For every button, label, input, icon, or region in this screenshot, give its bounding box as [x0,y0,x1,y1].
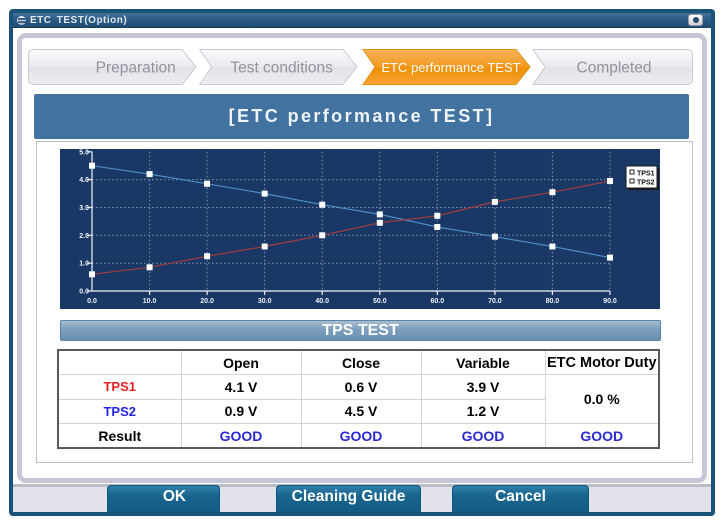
svg-text:3.0: 3.0 [79,205,89,212]
svg-text:40.0: 40.0 [315,298,329,305]
svg-text:2.0: 2.0 [79,233,89,240]
svg-text:ETC performance TEST: ETC performance TEST [381,60,520,75]
svg-text:1.0: 1.0 [79,261,89,268]
svg-text:0.0: 0.0 [79,289,89,296]
svg-text:80.0: 80.0 [546,298,560,305]
svg-text:TPS2: TPS2 [637,180,655,187]
svg-text:Preparation: Preparation [96,60,176,77]
svg-text:30.0: 30.0 [258,298,272,305]
svg-text:5.0: 5.0 [79,149,89,156]
svg-text:TPS1: TPS1 [637,171,655,178]
svg-text:60.0: 60.0 [430,298,444,305]
svg-text:Test conditions: Test conditions [230,60,333,77]
svg-text:20.0: 20.0 [200,298,214,305]
svg-text:10.0: 10.0 [143,298,157,305]
svg-text:4.0: 4.0 [79,177,89,184]
svg-text:Completed: Completed [577,60,652,77]
svg-text:50.0: 50.0 [373,298,387,305]
svg-text:90.0: 90.0 [603,298,617,305]
svg-text:70.0: 70.0 [488,298,502,305]
svg-text:0.0: 0.0 [87,298,97,305]
